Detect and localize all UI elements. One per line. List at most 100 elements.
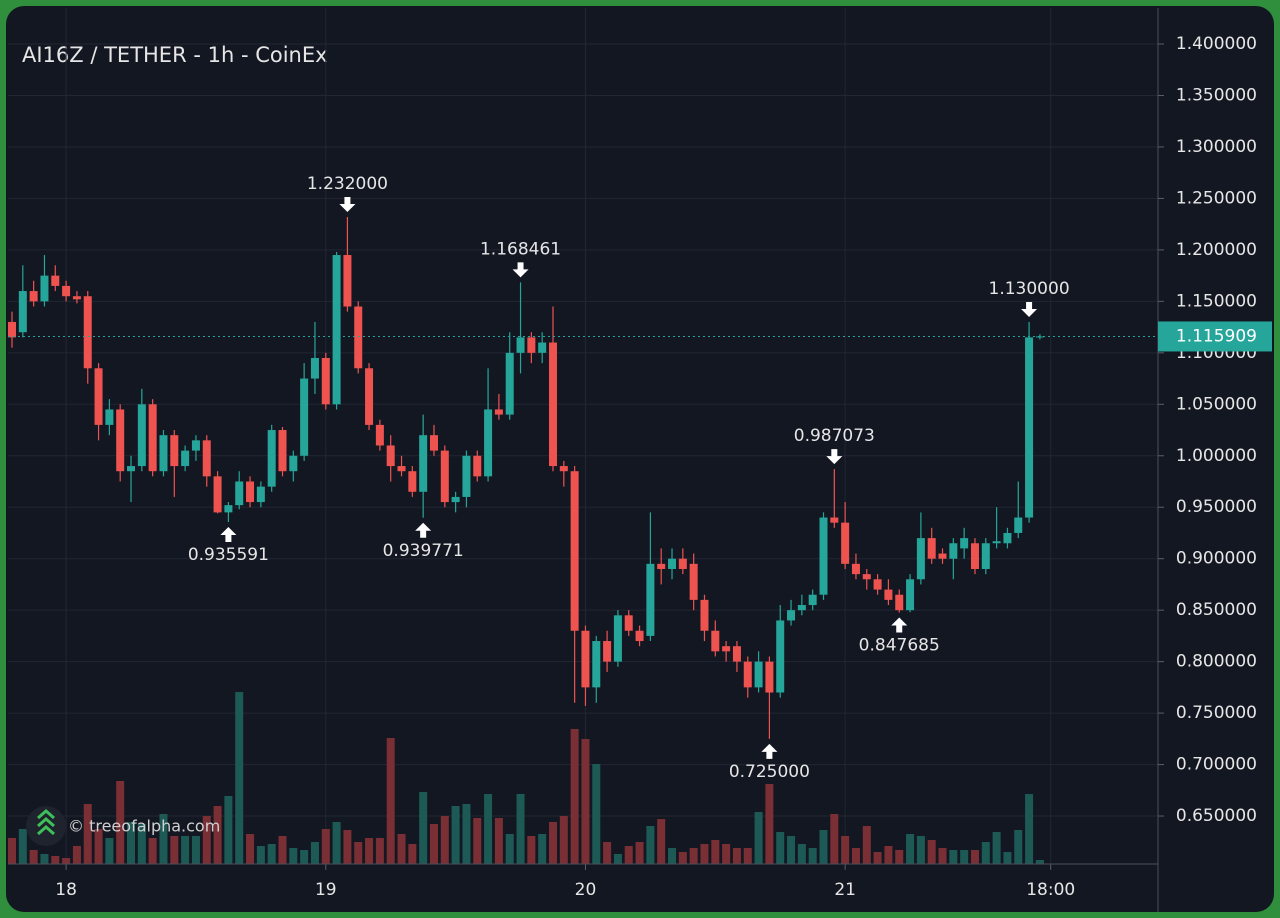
volume-bar [83,804,92,864]
candle-body [722,646,731,652]
candle-body [29,291,38,302]
volume-bar [375,838,384,864]
candle-body [873,579,882,590]
volume-bar [181,836,190,864]
chart-panel [6,6,1274,912]
y-tick-label: 0.850000 [1176,600,1257,620]
volume-bar [246,834,255,864]
candle-body [830,517,839,523]
volume-bar [1003,852,1012,864]
volume-bar [343,830,352,864]
annotation-arrow [512,262,529,278]
volume-bar [213,806,222,864]
candle-body [246,481,255,503]
candle-body [429,435,438,451]
volume-bar [8,838,16,864]
candle-body [18,291,27,333]
y-tick-label: 0.650000 [1176,806,1257,826]
volume-bar [494,818,503,864]
volume-bar [137,824,146,864]
candle-body [527,337,536,353]
y-tick-label: 1.050000 [1176,394,1257,414]
candle-body [981,543,990,569]
candle-body [1025,337,1034,518]
candle-body [462,455,471,497]
annotation-arrow [761,743,778,759]
candle-body [375,424,384,446]
candle-body [213,476,222,513]
volume-bar [505,834,514,864]
candle-body [202,440,211,477]
volume-bar [332,822,341,864]
y-tick-label: 0.800000 [1176,652,1257,672]
y-tick-label: 0.750000 [1176,703,1257,723]
y-tick-label: 1.150000 [1176,291,1257,311]
volume-bar [862,826,871,864]
volume-bar [256,846,265,864]
candle-body [765,661,774,693]
volume-bar [94,829,103,864]
volume-bar [970,850,979,864]
candle-body [116,409,125,472]
candle-body [970,543,979,569]
candle-body [538,342,547,353]
volume-bar [127,822,136,864]
candle-body [256,486,265,503]
candle-body [646,563,655,636]
volume-bar [949,850,958,864]
volume-bar [72,846,81,864]
volume-bar [797,844,806,864]
volume-bar [1014,830,1023,864]
candle-body [408,471,417,492]
volume-bar [440,816,449,864]
y-tick-label: 1.000000 [1176,446,1257,466]
x-tick-label: 20 [575,880,597,900]
candle-body [559,466,568,472]
annotation-label: 1.168461 [480,239,561,259]
candle-body [516,337,525,353]
volume-bar [1025,794,1034,864]
volume-bar [105,838,114,864]
volume-bar [635,842,644,864]
candle-body [505,352,514,415]
candle-body [732,646,741,662]
annotation-arrow [1021,301,1038,317]
candle-body [992,541,1001,544]
volume-bar [613,854,622,864]
y-tick-label: 0.950000 [1176,497,1257,517]
volume-bar [62,858,71,864]
candle-body [51,275,60,286]
x-tick-label: 19 [315,880,337,900]
candle-body [613,615,622,662]
candle-body [754,661,763,688]
candle-body [224,505,233,513]
annotation-label: 0.847685 [859,636,940,656]
y-tick-label: 1.300000 [1176,137,1257,157]
annotation-label: 1.130000 [989,279,1070,299]
volume-bar [700,844,709,864]
volume-bar [116,781,125,864]
candle-body [451,496,460,503]
volume-bar [29,850,38,864]
candle-body [354,306,363,369]
volume-bar [624,846,633,864]
candle-body [1003,532,1012,544]
candle-body [678,558,687,569]
candle-body [148,404,157,472]
volume-bar [668,848,677,864]
volume-bar [278,836,287,864]
annotation-label: 0.987073 [794,426,875,446]
volume-bar [992,832,1001,864]
volume-bar [765,784,774,864]
candle-body [397,466,406,472]
annotation-arrow [415,522,432,538]
volume-bar [776,832,785,864]
candle-body [105,409,114,425]
volume-bar [365,838,374,864]
candle-body [494,409,503,415]
grid [8,8,1158,864]
volume-bar [321,829,330,864]
candle-body [170,435,179,467]
